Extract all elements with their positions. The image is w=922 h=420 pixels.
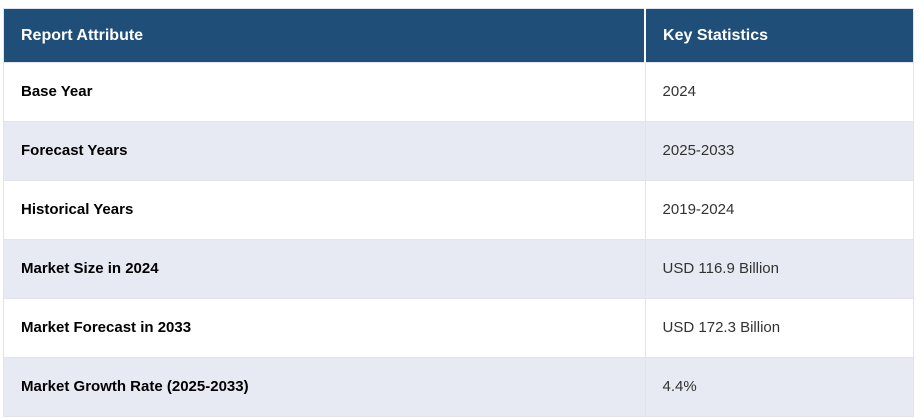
table-body: Base Year 2024 Forecast Years 2025-2033 … <box>3 62 915 417</box>
attribute-cell: Base Year <box>3 62 646 122</box>
table-row-forecast-years: Forecast Years 2025-2033 <box>3 121 915 181</box>
column-header-report-attribute: Report Attribute <box>3 8 647 63</box>
value-cell: 2025-2033 <box>644 121 915 181</box>
attribute-cell: Market Forecast in 2033 <box>3 298 646 358</box>
table-row-market-size: Market Size in 2024 USD 116.9 Billion <box>3 239 915 299</box>
report-summary-section: Report Attribute Key Statistics Base Yea… <box>3 8 915 417</box>
report-attributes-table: Report Attribute Key Statistics Base Yea… <box>3 8 915 417</box>
value-cell: 4.4% <box>644 357 915 417</box>
attribute-cell: Historical Years <box>3 180 646 240</box>
table-row-market-growth-rate: Market Growth Rate (2025-2033) 4.4% <box>3 357 915 417</box>
value-cell: 2019-2024 <box>644 180 915 240</box>
table-header: Report Attribute Key Statistics <box>3 8 914 63</box>
attribute-cell: Market Size in 2024 <box>3 239 646 299</box>
value-cell: USD 172.3 Billion <box>644 298 915 358</box>
attribute-cell: Forecast Years <box>3 121 646 181</box>
value-cell: 2024 <box>644 62 915 122</box>
attribute-cell: Market Growth Rate (2025-2033) <box>3 357 646 417</box>
table-row-base-year: Base Year 2024 <box>3 62 915 122</box>
value-cell: USD 116.9 Billion <box>644 239 915 299</box>
column-header-key-statistics: Key Statistics <box>645 8 914 63</box>
header-row: Report Attribute Key Statistics <box>3 8 914 63</box>
table-row-historical-years: Historical Years 2019-2024 <box>3 180 915 240</box>
table-row-market-forecast: Market Forecast in 2033 USD 172.3 Billio… <box>3 298 915 358</box>
